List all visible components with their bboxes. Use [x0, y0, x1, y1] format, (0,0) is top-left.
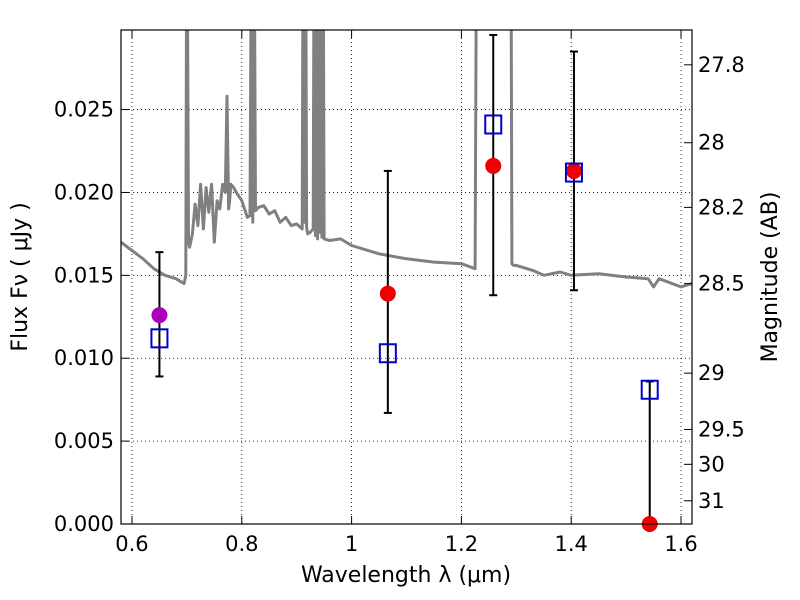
- observed-point-marker: [485, 157, 502, 174]
- model-spectrum-line: [121, 30, 692, 289]
- plot-frame: [120, 29, 693, 525]
- right-tick-label: 27.8: [698, 53, 745, 77]
- observed-point-marker: [565, 162, 582, 179]
- y-axis-title: Flux Fν ( μJy ): [8, 202, 33, 351]
- grid: [121, 30, 692, 525]
- plot-area: [121, 30, 692, 289]
- y-tick-label: 0.005: [54, 429, 114, 453]
- x-axis-title: Wavelength λ (μm): [301, 563, 511, 588]
- x-tick-label: 0.6: [115, 532, 148, 556]
- right-tick-label: 29.5: [698, 418, 745, 442]
- y-tick-label: 0.020: [54, 180, 114, 204]
- right-tick-label: 29: [698, 361, 725, 385]
- model-square-marker: [150, 328, 169, 349]
- x-tick-label: 1.4: [555, 532, 588, 556]
- right-tick-label: 30: [698, 452, 725, 476]
- x-tick-label: 1.6: [664, 532, 697, 556]
- right-tick-label: 28.5: [698, 272, 745, 296]
- x-tick-label: 1: [345, 532, 358, 556]
- observed-point-marker: [151, 307, 168, 324]
- y-tick-label: 0.000: [54, 512, 114, 536]
- error-bars: [155, 33, 654, 525]
- model-square-marker: [484, 114, 503, 135]
- observed-point-marker: [379, 285, 396, 302]
- y-tick-label: 0.015: [54, 263, 114, 287]
- y-tick-label: 0.025: [54, 98, 114, 122]
- right-tick-label: 28.2: [698, 195, 745, 219]
- right-tick-label: 31: [698, 489, 725, 513]
- model-square-marker: [564, 162, 583, 183]
- y-tick-label: 0.010: [54, 346, 114, 370]
- x-tick-label: 1.2: [445, 532, 478, 556]
- model-square-marker: [378, 343, 397, 364]
- model-square-marker: [640, 379, 659, 400]
- axes: 0.6 0.8 1 1.2 1.4 1.6 0.000 0.005 0.010 0.015 0.02…: [54, 30, 745, 556]
- right-axis-title: Magnitude (AB): [758, 192, 783, 363]
- right-tick-label: 28: [698, 131, 725, 155]
- x-tick-label: 0.8: [225, 532, 258, 556]
